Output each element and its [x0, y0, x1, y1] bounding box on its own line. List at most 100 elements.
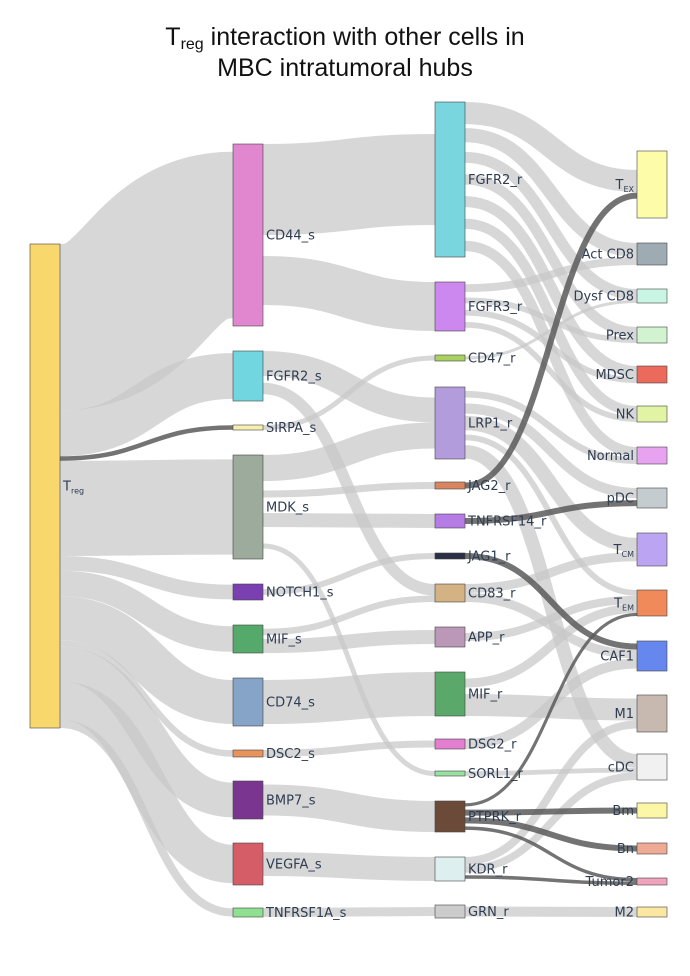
node-APP_r	[434, 626, 466, 648]
node-MDK_s	[232, 454, 264, 560]
node-label-MDSC: MDSC	[595, 368, 634, 383]
node-TNFRSF1A_s	[232, 907, 264, 918]
link-LRP1_r-to-pDC	[464, 403, 638, 499]
node-JAG1_r	[434, 552, 466, 560]
link-FGFR2_r-to-ActCD8	[464, 128, 638, 258]
node-label-TEX: TEX	[615, 178, 635, 194]
link-treg-to-MDK_s	[59, 459, 234, 556]
link-TNFRSF1A_s-to-GRN_r	[262, 907, 436, 917]
node-GRN_r	[434, 904, 466, 919]
link-LRP1_r-to-TCM	[464, 415, 638, 553]
node-label-JAG1_r: JAG1_r	[467, 550, 511, 565]
node-label-CD44_s: CD44_s	[266, 229, 315, 244]
node-label-DSC2_s: DSC2_s	[266, 747, 315, 762]
link-DSG2_r-to-CAF1	[464, 658, 638, 749]
link-CD83_r-to-CAF1	[464, 593, 638, 659]
node-Bm	[636, 802, 668, 819]
node-SORL1_r	[434, 770, 466, 777]
node-label-JAG2_r: JAG2_r	[467, 479, 511, 494]
title-prefix: T	[165, 23, 181, 51]
node-TEX	[636, 150, 668, 219]
node-TCM	[636, 532, 668, 567]
node-label-TEM: TEM	[613, 597, 634, 613]
node-label-FGFR2_r: FGFR2_r	[468, 173, 523, 188]
link-GRN_r-to-M2	[464, 906, 638, 917]
node-label-Prex: Prex	[606, 329, 634, 344]
node-NK	[636, 405, 668, 423]
link-PTPRK_r-to-Bn	[464, 817, 638, 852]
title-line-1: Treg interaction with other cells in	[0, 22, 690, 53]
link-DSC2_s-to-DSG2_r	[262, 740, 436, 757]
node-label-PTPRK_r: PTPRK_r	[468, 810, 522, 825]
node-FGFR3_r	[434, 281, 466, 332]
link-JAG1_r-to-CAF1	[464, 553, 638, 650]
node-label-CD83_r: CD83_r	[468, 587, 516, 602]
node-label-MDK_s: MDK_s	[266, 501, 309, 516]
link-MIF_s-to-APP_r	[262, 630, 436, 653]
node-KDR_r	[434, 856, 466, 882]
node-label-BMP7_s: BMP7_s	[266, 794, 316, 809]
link-CD83_r-to-TCM	[464, 552, 638, 593]
node-label-FGFR3_r: FGFR3_r	[468, 300, 523, 315]
link-JAG2_r-to-TEX	[464, 192, 638, 489]
link-SORL1_r-to-cDC	[464, 767, 638, 776]
node-label-GRN_r: GRN_r	[468, 905, 509, 920]
link-MDK_s-to-TNFRSF14_r	[262, 513, 436, 528]
node-CAF1	[636, 640, 668, 672]
node-BMP7_s	[232, 780, 264, 820]
title-line-2: MBC intratumoral hubs	[217, 54, 473, 82]
node-label-CD74_s: CD74_s	[266, 696, 315, 711]
link-LRP1_r-to-TEM	[464, 434, 638, 596]
title-line-1-rest: interaction with other cells in	[203, 23, 525, 51]
link-MDK_s-to-LRP1_r	[262, 422, 436, 481]
link-SIRPA_s-to-CD47_r	[262, 355, 436, 430]
node-Prex	[636, 326, 668, 344]
link-FGFR3_r-to-Prex	[464, 297, 638, 344]
node-label-KDR_r: KDR_r	[468, 863, 508, 878]
node-label-DSG2_r: DSG2_r	[468, 738, 517, 753]
link-treg-to-FGFR2_s	[59, 353, 234, 457]
link-BMP7_s-to-PTPRK_r	[262, 784, 436, 832]
link-MIF_r-to-TEM	[464, 603, 638, 688]
node-CD47_r	[434, 354, 466, 362]
link-treg-to-BMP7_s	[58, 646, 235, 818]
node-VEGFA_s	[232, 842, 264, 886]
link-CD47_r-to-DysfCD8	[464, 300, 638, 360]
links-layer	[54, 101, 638, 917]
link-FGFR2_r-to-Prex	[464, 174, 638, 338]
node-M1	[636, 694, 668, 733]
link-FGFR3_r-to-ActCD8	[464, 257, 638, 293]
node-CD83_r	[434, 583, 466, 603]
node-CD44_s	[232, 143, 264, 327]
link-APP_r-to-TEM	[464, 595, 638, 642]
node-treg	[29, 243, 61, 729]
node-cDC	[636, 753, 668, 781]
node-label-Bm: Bm	[612, 804, 634, 819]
node-MIF_s	[232, 624, 264, 654]
node-label-M2: M2	[615, 906, 635, 921]
node-label-M1: M1	[615, 707, 635, 722]
link-TNFRSF14_r-to-pDC	[464, 500, 638, 524]
link-FGFR2_r-to-DysfCD8	[464, 151, 638, 301]
nodes-layer	[29, 101, 668, 919]
node-Bn	[636, 842, 668, 855]
node-JAG2_r	[434, 481, 466, 490]
chart-title: Treg interaction with other cells in MBC…	[0, 22, 690, 84]
link-MIF_s-to-CD83_r	[262, 595, 436, 636]
link-KDR_r-to-Tumor2	[464, 875, 638, 885]
node-PTPRK_r	[434, 800, 466, 833]
link-PTPRK_r-to-Tumor2	[464, 826, 638, 882]
link-CD74_s-to-MIF_r	[262, 672, 436, 724]
link-VEGFA_s-to-KDR_r	[262, 852, 436, 881]
node-label-MIF_s: MIF_s	[266, 633, 302, 648]
node-MIF_r	[434, 671, 466, 717]
node-label-SIRPA_s: SIRPA_s	[266, 421, 317, 436]
link-treg-to-SIRPA_s	[59, 425, 234, 461]
node-label-NOTCH1_s: NOTCH1_s	[266, 586, 334, 601]
node-SIRPA_s	[232, 424, 264, 431]
node-DysfCD8	[636, 288, 668, 304]
link-FGFR3_r-to-NK	[464, 322, 638, 423]
node-FGFR2_s	[232, 350, 264, 402]
node-label-FGFR2_s: FGFR2_s	[266, 370, 322, 385]
